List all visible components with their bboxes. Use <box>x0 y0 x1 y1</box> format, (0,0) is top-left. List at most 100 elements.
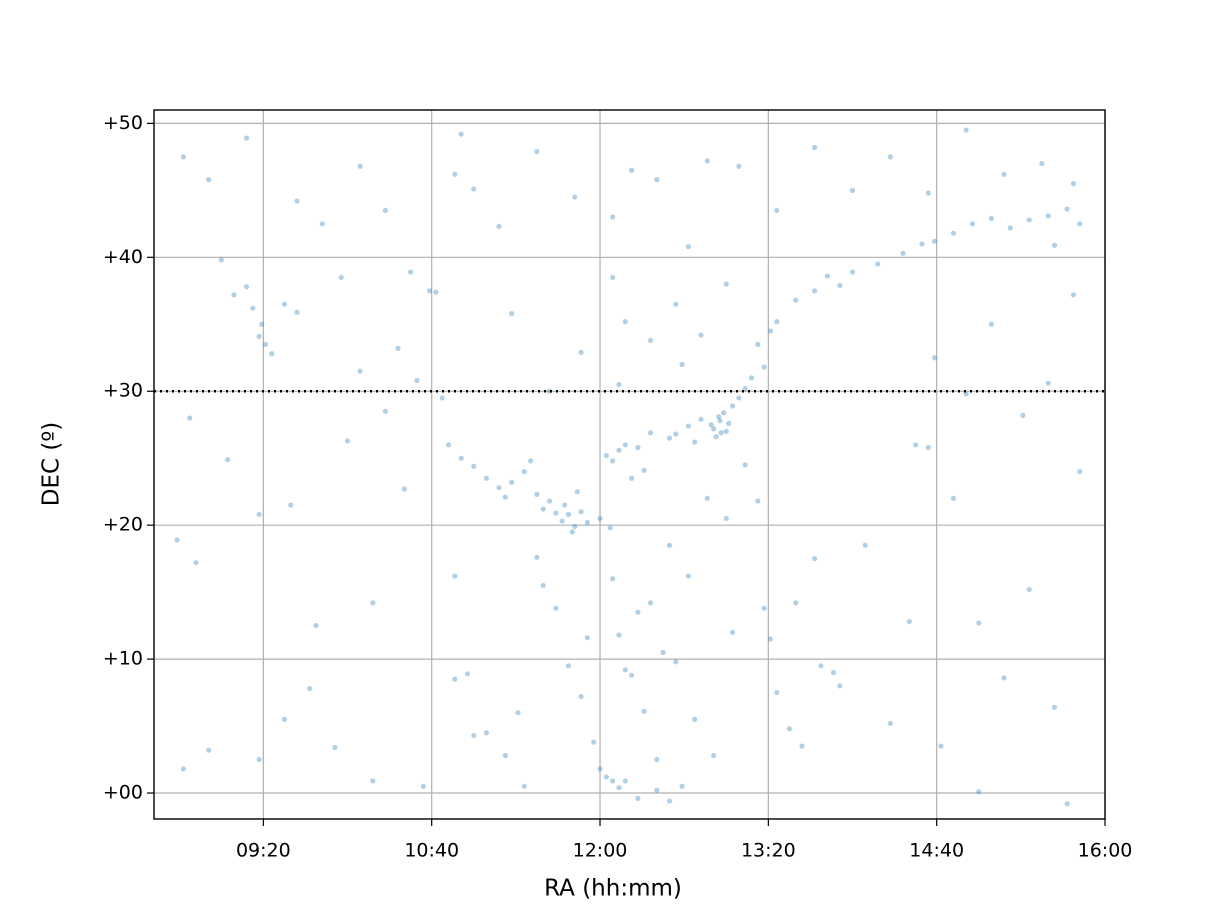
point <box>635 795 641 801</box>
point <box>483 730 490 736</box>
point <box>509 479 515 485</box>
point <box>471 732 477 739</box>
point <box>679 783 685 789</box>
point <box>718 430 724 436</box>
point <box>729 629 736 635</box>
point <box>180 766 187 772</box>
point <box>540 582 546 589</box>
point <box>603 774 609 780</box>
point <box>919 241 925 247</box>
point <box>256 333 262 339</box>
point <box>553 510 559 516</box>
point <box>748 375 755 381</box>
x-tick-label: 14:40 <box>909 840 964 862</box>
point <box>471 186 477 192</box>
point <box>704 495 710 501</box>
point <box>357 368 363 374</box>
point <box>319 221 325 227</box>
point <box>742 385 748 392</box>
point <box>717 418 723 424</box>
point <box>401 486 407 492</box>
point <box>761 605 767 611</box>
point <box>496 223 502 230</box>
point <box>382 207 389 214</box>
point <box>812 556 818 562</box>
point <box>931 238 938 244</box>
point <box>313 623 319 629</box>
point <box>256 756 262 763</box>
point <box>849 269 856 275</box>
point <box>698 416 704 422</box>
point <box>471 463 477 469</box>
point <box>206 747 212 753</box>
point <box>1077 221 1083 227</box>
point <box>666 435 673 441</box>
point <box>616 632 622 638</box>
point <box>988 321 994 327</box>
point <box>610 458 616 464</box>
point <box>887 720 893 726</box>
point <box>395 345 401 351</box>
point <box>726 420 732 426</box>
point <box>243 135 250 141</box>
point <box>622 442 628 448</box>
point <box>900 250 906 256</box>
point <box>281 716 288 722</box>
point <box>673 301 679 307</box>
point <box>193 560 199 566</box>
y-tick-label: +10 <box>103 648 143 670</box>
point <box>616 447 622 453</box>
point <box>521 468 527 475</box>
point <box>546 498 553 504</box>
point <box>774 689 780 696</box>
point <box>692 439 698 445</box>
point <box>521 783 527 789</box>
point <box>206 177 212 183</box>
point <box>1020 412 1026 418</box>
point <box>344 438 351 444</box>
point <box>793 600 799 606</box>
point <box>584 519 590 526</box>
y-axis-label: DEC (º) <box>39 422 65 506</box>
point <box>414 377 420 384</box>
point <box>818 663 824 669</box>
point <box>729 403 736 409</box>
point <box>654 177 660 183</box>
point <box>849 187 856 193</box>
point <box>925 190 931 196</box>
point <box>635 444 641 451</box>
point <box>679 361 685 368</box>
point <box>370 778 376 784</box>
point <box>281 301 288 307</box>
point <box>774 207 780 214</box>
point <box>426 288 433 294</box>
point <box>578 509 584 515</box>
point <box>597 515 603 522</box>
point <box>382 408 389 414</box>
point <box>1045 380 1051 386</box>
point <box>666 798 673 804</box>
plot-frame <box>153 109 1106 820</box>
y-tick-label: +50 <box>103 112 143 134</box>
point <box>931 355 938 361</box>
point <box>1026 217 1032 223</box>
y-tick-label: +00 <box>103 782 143 804</box>
point <box>963 391 969 397</box>
point <box>1051 704 1058 710</box>
point <box>572 194 578 200</box>
point <box>950 230 957 236</box>
point <box>704 158 710 164</box>
point <box>534 148 540 155</box>
point <box>812 144 818 151</box>
point <box>269 351 275 357</box>
point <box>761 364 767 370</box>
point <box>357 163 363 169</box>
point <box>225 456 231 463</box>
point <box>433 289 439 295</box>
point <box>654 756 660 763</box>
point <box>708 422 714 428</box>
point <box>692 716 698 722</box>
point <box>231 292 237 298</box>
point <box>534 554 540 560</box>
point <box>578 693 584 700</box>
